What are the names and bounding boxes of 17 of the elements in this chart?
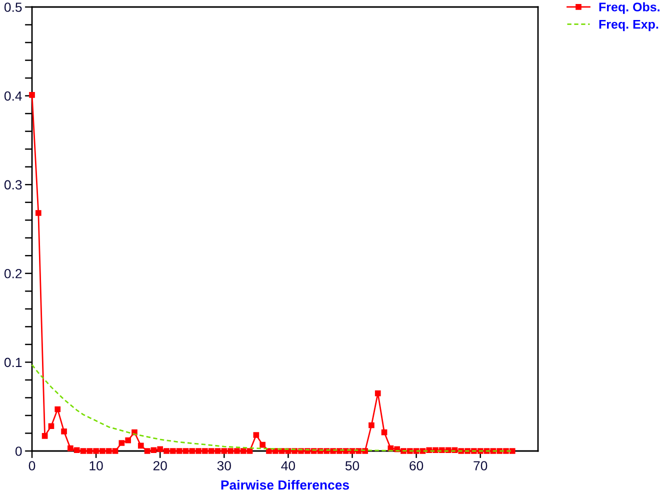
y-tick-label: 0.3 (4, 180, 22, 190)
x-tick-label: 70 (474, 461, 488, 470)
x-tick-label: 60 (410, 461, 424, 470)
x-tick-label: 40 (281, 461, 296, 470)
legend-label: Freq. Obs. (599, 2, 660, 14)
x-tick-label: 10 (90, 461, 103, 470)
y-tick-label: 0.2 (4, 268, 22, 278)
x-axis-title: Pairwise Differences (221, 480, 349, 490)
x-tick-label: 0 (28, 461, 36, 470)
x-tick-label: 50 (345, 461, 360, 470)
legend-label: Freq. Exp. (599, 20, 658, 32)
y-tick-label: 0.5 (4, 2, 22, 12)
y-tick-label: 0.4 (4, 91, 22, 101)
x-tick-label: 30 (217, 461, 231, 470)
x-tick-label: 20 (153, 461, 167, 470)
y-tick-label: 0.1 (4, 358, 22, 368)
y-tick-label: 0 (15, 446, 22, 456)
